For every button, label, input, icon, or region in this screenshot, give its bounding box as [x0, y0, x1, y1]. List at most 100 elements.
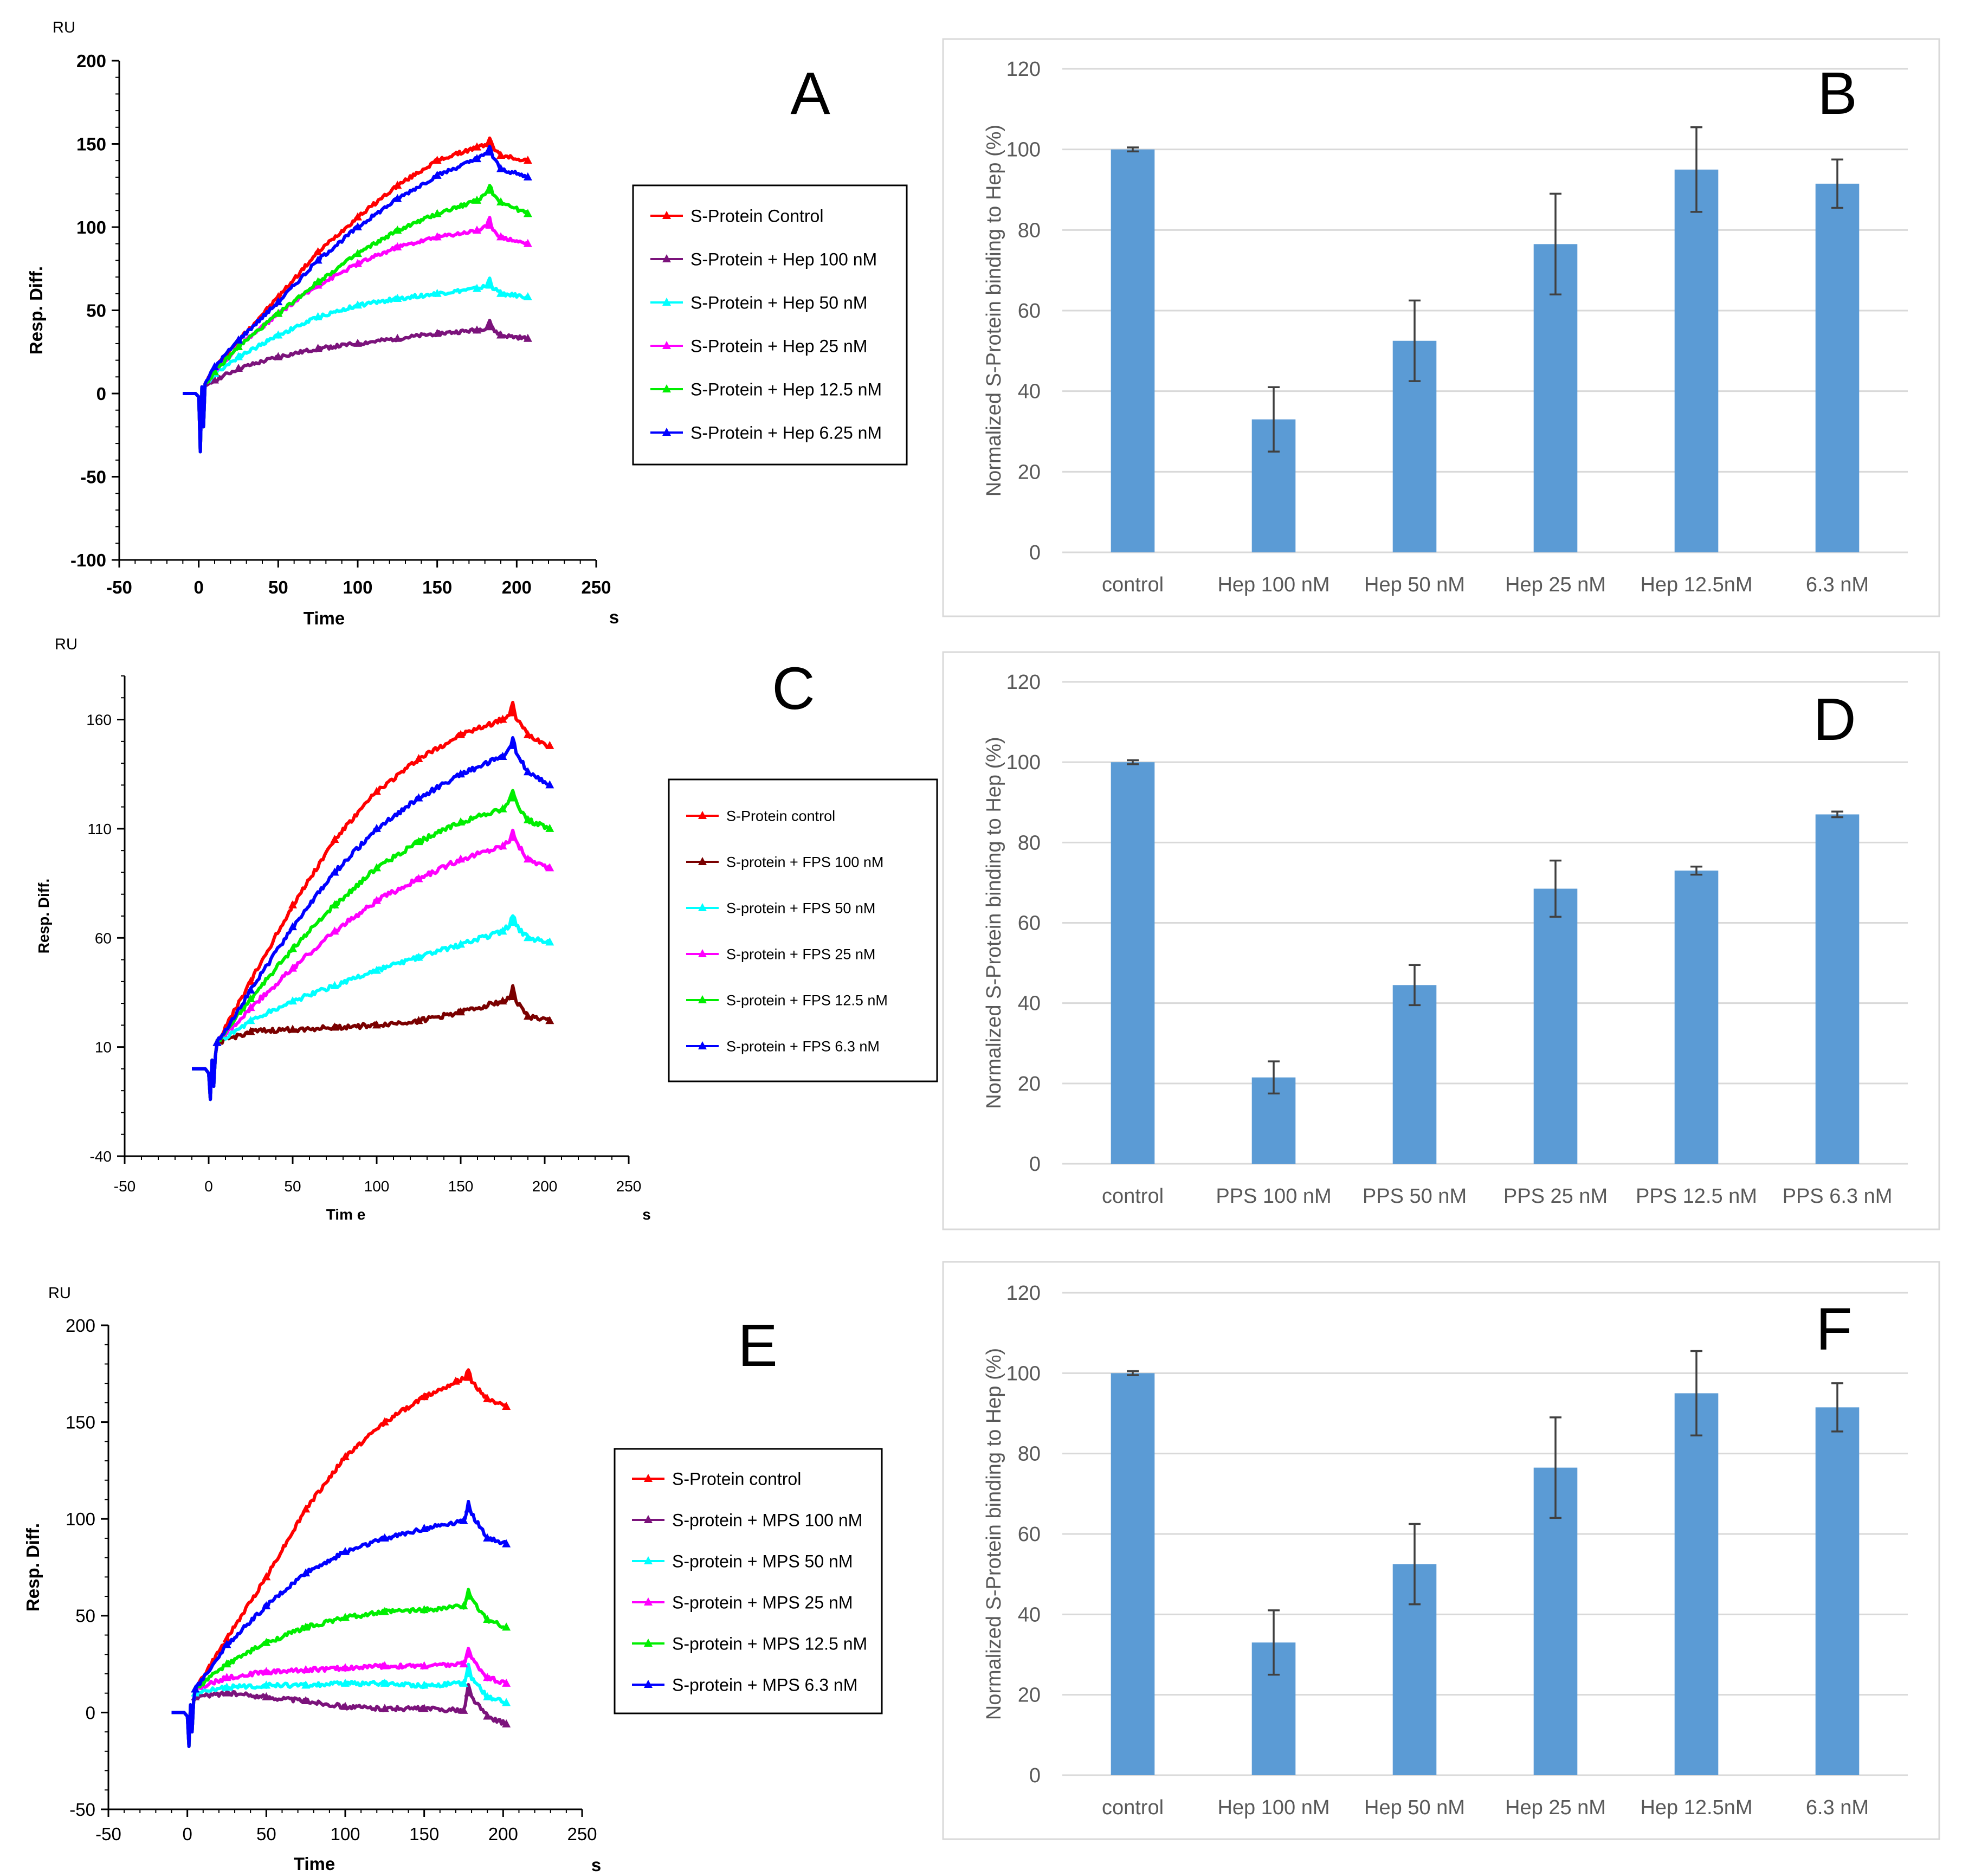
bar-group: Hep 12.5nM	[1640, 126, 1753, 596]
data-point-marker	[498, 926, 507, 935]
data-point-marker	[288, 1024, 297, 1033]
data-point-marker	[222, 1673, 231, 1681]
data-point-marker	[545, 780, 554, 789]
data-point-marker	[393, 225, 402, 234]
data-point-marker	[433, 156, 442, 164]
data-point-marker	[274, 352, 283, 360]
y-axis-label: Normalized S-Protein binding to Hep (%)	[983, 125, 1005, 497]
y-tick-label: 20	[1018, 1684, 1041, 1707]
series-1	[183, 136, 532, 454]
data-point-marker	[502, 1622, 511, 1631]
data-point-marker	[498, 752, 507, 760]
data-point-marker	[502, 1678, 511, 1687]
data-point-marker	[341, 1546, 350, 1555]
data-point-marker	[330, 900, 339, 908]
data-point-marker	[288, 900, 297, 908]
x-category-label: Hep 25 nM	[1505, 573, 1606, 596]
bar	[1815, 814, 1860, 1164]
data-point-marker	[330, 1022, 339, 1031]
legend-item: S-protein + MPS 6.3 nM	[632, 1675, 857, 1695]
y-axis-label: Resp. Diff.	[35, 879, 52, 953]
bar	[1533, 244, 1578, 553]
y-tick-label: 50	[86, 300, 106, 320]
data-point-marker	[380, 1417, 389, 1426]
data-point-marker	[222, 1688, 231, 1697]
data-point-marker	[288, 963, 297, 972]
data-point-marker	[274, 297, 283, 306]
data-point-marker	[341, 1452, 350, 1460]
legend-swatch-marker	[698, 811, 707, 819]
data-point-marker	[483, 1533, 492, 1542]
legend-swatch-marker	[662, 211, 671, 219]
data-point-marker	[524, 854, 532, 863]
data-point-marker	[502, 1719, 511, 1727]
data-point-marker	[545, 740, 554, 749]
y-tick-label: 0	[96, 384, 106, 404]
y-tick-label: 20	[1018, 461, 1041, 483]
data-point-marker	[222, 1682, 231, 1691]
data-point-marker	[262, 1572, 271, 1581]
legend-label: S-Protein + Hep 12.5 nM	[690, 380, 882, 399]
legend-swatch-marker	[698, 995, 707, 1003]
data-point-marker	[502, 1402, 511, 1410]
panel-label: A	[790, 60, 830, 127]
data-point-marker	[456, 939, 465, 948]
data-point-marker	[508, 708, 518, 717]
data-point-marker	[456, 730, 465, 738]
data-point-marker	[456, 1007, 465, 1016]
x-category-label: PPS 25 nM	[1503, 1185, 1608, 1208]
data-point-marker	[433, 328, 442, 337]
data-point-marker	[502, 1539, 511, 1548]
x-tick-label: 150	[409, 1824, 439, 1844]
data-point-marker	[456, 817, 465, 826]
bar-group: control	[1102, 1370, 1164, 1819]
y-tick-label: 100	[1006, 1362, 1041, 1385]
legend-item: S-protein + FPS 25 nM	[686, 946, 875, 963]
data-point-marker	[419, 1524, 429, 1532]
data-point-marker	[433, 288, 442, 297]
data-point-marker	[524, 815, 532, 823]
series-curve	[183, 319, 530, 454]
data-point-marker	[246, 976, 255, 985]
y-tick-label: -50	[80, 467, 106, 487]
data-point-marker	[246, 994, 255, 1003]
binding-bar-panel-f: 0 20 40 60 80 100 120 Normalized S-Protein bind…	[942, 1261, 1940, 1840]
y-tick-label: 80	[1018, 219, 1041, 242]
data-point-marker	[191, 1684, 200, 1693]
x-category-label: Hep 12.5nM	[1640, 573, 1752, 596]
data-point-marker	[485, 280, 494, 289]
y-tick-label: 120	[1006, 1282, 1041, 1305]
x-category-label: Hep 100 nM	[1217, 1796, 1329, 1819]
series-curve	[171, 1368, 507, 1748]
y-tick-label: 50	[75, 1606, 95, 1626]
bar	[1533, 1467, 1578, 1775]
legend: S-Protein Control S-Protein + Hep 100 nM S…	[632, 184, 908, 466]
data-point-marker	[545, 1016, 554, 1024]
data-point-marker	[524, 933, 532, 942]
data-point-marker	[380, 1607, 389, 1615]
x-category-label: control	[1102, 1185, 1164, 1208]
legend-swatch-marker	[698, 903, 707, 911]
x-tick-label: -50	[106, 577, 132, 597]
data-point-marker	[508, 833, 518, 841]
series-1	[192, 700, 554, 1101]
series-2	[183, 319, 532, 454]
data-point-marker	[464, 1591, 473, 1600]
data-point-marker	[414, 1016, 423, 1024]
data-point-marker	[459, 1705, 468, 1714]
data-point-marker	[330, 867, 339, 876]
bar-group: PPS 100 nM	[1216, 1060, 1332, 1208]
legend-label: S-protein + MPS 6.3 nM	[672, 1675, 857, 1695]
legend-swatch-marker	[644, 1515, 653, 1523]
y-tick-label: 40	[1018, 1603, 1041, 1626]
legend-swatch-marker	[662, 384, 671, 392]
legend-label: S-Protein control	[726, 808, 835, 824]
series-curve	[192, 700, 551, 1101]
bar-group: PPS 6.3 nM	[1783, 810, 1892, 1208]
data-point-marker	[353, 212, 362, 221]
data-point-marker	[414, 754, 423, 763]
legend-swatch-marker	[644, 1639, 653, 1647]
x-tick-label: 100	[330, 1824, 360, 1844]
data-point-marker	[341, 1613, 350, 1621]
series-6	[192, 736, 554, 1101]
